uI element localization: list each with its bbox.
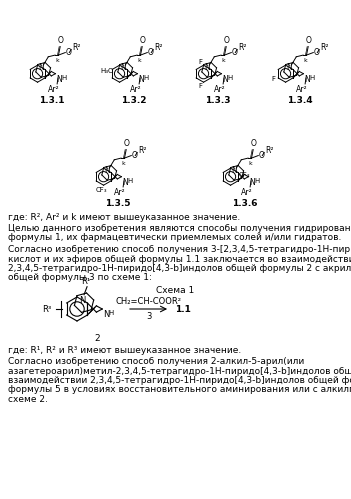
Text: N: N — [205, 63, 210, 72]
Text: H₃C: H₃C — [100, 68, 113, 74]
Text: общей формулы 3 по схеме 1:: общей формулы 3 по схеме 1: — [8, 273, 152, 282]
Text: O: O — [123, 139, 129, 148]
Text: R³: R³ — [42, 305, 52, 314]
Text: O: O — [231, 48, 237, 57]
Text: H: H — [143, 74, 148, 80]
Text: O: O — [65, 48, 71, 57]
Text: CF₃: CF₃ — [96, 187, 107, 193]
Text: N: N — [250, 178, 256, 187]
Text: Согласно изобретению способ получения 2-алкил-5-арил(или: Согласно изобретению способ получения 2-… — [8, 357, 304, 366]
Text: Ar²: Ar² — [114, 188, 126, 197]
Text: O: O — [250, 139, 256, 148]
Text: H: H — [254, 178, 259, 184]
Text: H: H — [309, 74, 314, 80]
Text: R²: R² — [265, 146, 274, 155]
Text: N: N — [57, 74, 62, 83]
Text: H: H — [61, 74, 66, 80]
Text: k: k — [248, 161, 252, 166]
Text: R²: R² — [72, 43, 81, 52]
Text: k: k — [221, 58, 225, 63]
Text: CH₂=CH-COOR²: CH₂=CH-COOR² — [115, 297, 181, 306]
Text: H: H — [227, 74, 232, 80]
Text: O: O — [313, 48, 319, 57]
Text: N: N — [105, 166, 110, 175]
Text: N: N — [305, 74, 310, 83]
Text: O: O — [258, 151, 264, 160]
Text: F: F — [199, 59, 203, 65]
Text: кислот и их эфиров общей формулы 1.1 заключается во взаимодействии: кислот и их эфиров общей формулы 1.1 зак… — [8, 254, 351, 263]
Text: 1.3.5: 1.3.5 — [105, 199, 131, 208]
Text: Целью данного изобретения являются способы получения гидрированных пиридо[4,3-b]: Целью данного изобретения являются спосо… — [8, 224, 351, 233]
Text: Схема 1: Схема 1 — [156, 286, 194, 295]
Text: CF₃: CF₃ — [239, 172, 250, 178]
Text: O: O — [57, 35, 63, 44]
Text: Ar²: Ar² — [296, 85, 308, 94]
Text: Согласно изобретению способ получения 3-[2,3,4,5-тетрагидро-1H-пиридо[4,3-b]индо: Согласно изобретению способ получения 3-… — [8, 245, 351, 254]
Text: N: N — [139, 74, 145, 83]
Text: 1.3.3: 1.3.3 — [205, 96, 231, 105]
Text: R²: R² — [138, 146, 147, 155]
Text: взаимодействии 2,3,4,5-тетрагидро-1H-пиридо[4,3-b]индолов общей формулы 4 с альд: взаимодействии 2,3,4,5-тетрагидро-1H-пир… — [8, 376, 351, 385]
Text: N: N — [123, 178, 128, 187]
Text: N: N — [232, 166, 237, 175]
Text: H: H — [127, 178, 132, 184]
Text: 2,3,4,5-тетрагидро-1H-пиридо[4,3-b]индолов общей формулы 2 с акриловой кислотой : 2,3,4,5-тетрагидро-1H-пиридо[4,3-b]индол… — [8, 264, 351, 273]
Text: Ar²: Ar² — [214, 85, 226, 94]
Text: где: R¹, R² и R³ имеют вышеуказанное значение.: где: R¹, R² и R³ имеют вышеуказанное зна… — [8, 346, 241, 355]
Text: Ar²: Ar² — [130, 85, 142, 94]
Text: схеме 2.: схеме 2. — [8, 395, 48, 404]
Text: R²: R² — [238, 43, 247, 52]
Text: O: O — [139, 35, 145, 44]
Text: N: N — [121, 63, 126, 72]
Text: Ar²: Ar² — [48, 85, 60, 94]
Text: O: O — [223, 35, 229, 44]
Text: k: k — [137, 58, 141, 63]
Text: формулы 5 в условиях восстановительного аминирования или с алкилгалогенидами общ: формулы 5 в условиях восстановительного … — [8, 386, 351, 395]
Text: формулы 1, их фармацевтически приемлемых солей и/или гидратов.: формулы 1, их фармацевтически приемлемых… — [8, 234, 342, 243]
Text: 2: 2 — [94, 334, 100, 343]
Text: O: O — [305, 35, 311, 44]
Text: азагетероарил)метил-2,3,4,5-тетрагидро-1H-пиридо[4,3-b]индолов общей формулы 1.2: азагетероарил)метил-2,3,4,5-тетрагидро-1… — [8, 366, 351, 376]
Text: 3: 3 — [146, 312, 151, 321]
Text: R²: R² — [154, 43, 163, 52]
Text: N: N — [223, 74, 229, 83]
Text: N: N — [79, 296, 85, 305]
Text: R¹: R¹ — [81, 277, 91, 286]
Text: k: k — [55, 58, 59, 63]
Text: где: R², Ar² и k имеют вышеуказанное значение.: где: R², Ar² и k имеют вышеуказанное зна… — [8, 213, 240, 222]
Text: N: N — [287, 63, 292, 72]
Text: O: O — [131, 151, 137, 160]
Text: H: H — [108, 310, 113, 316]
Text: N: N — [103, 310, 110, 319]
Text: F: F — [199, 83, 203, 89]
Text: 1.3.1: 1.3.1 — [39, 96, 65, 105]
Text: k: k — [303, 58, 307, 63]
Text: 1.1: 1.1 — [175, 305, 191, 314]
Text: O: O — [147, 48, 153, 57]
Text: k: k — [121, 161, 125, 166]
Text: Ar²: Ar² — [241, 188, 253, 197]
Text: R²: R² — [320, 43, 329, 52]
Text: N: N — [39, 63, 44, 72]
Text: 1.3.6: 1.3.6 — [232, 199, 258, 208]
Text: F: F — [272, 76, 276, 82]
Text: 1.3.2: 1.3.2 — [121, 96, 147, 105]
Text: 1.3.4: 1.3.4 — [287, 96, 313, 105]
